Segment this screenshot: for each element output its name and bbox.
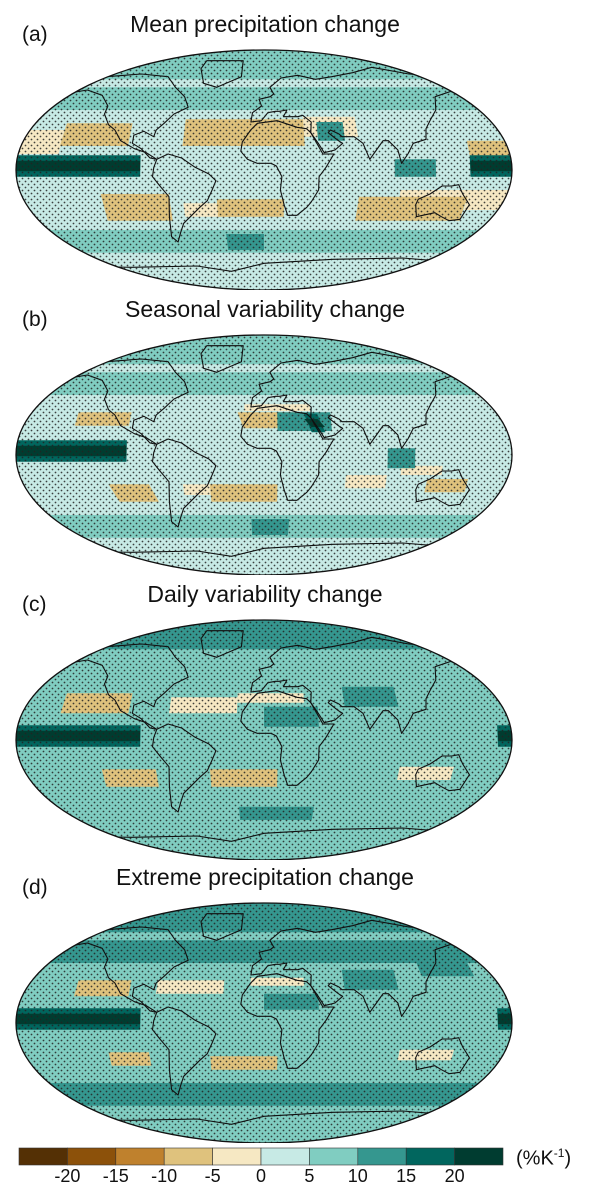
map-field: [16, 335, 512, 575]
panel-title: Mean precipitation change: [130, 11, 400, 37]
map-outline: [15, 619, 513, 860]
colorbar-tick-label: -5: [204, 1166, 221, 1186]
panel-letter: (d): [22, 876, 48, 899]
coastline: [415, 754, 470, 792]
colorbar-tick-label: 10: [347, 1166, 368, 1186]
colorbar-swatch: [357, 1147, 407, 1166]
coastline: [62, 542, 468, 575]
colorbar-tick-label: 20: [444, 1166, 465, 1186]
coastline: [240, 690, 335, 786]
colorbar-swatch: [18, 1147, 68, 1166]
world-map-c: [15, 619, 513, 860]
coastline: [240, 405, 335, 501]
coastline: [67, 643, 189, 730]
coastline: [67, 358, 189, 445]
map-outline: [15, 902, 513, 1143]
map-outline: [15, 334, 513, 575]
coastline: [200, 345, 244, 373]
coastline: [151, 723, 217, 813]
panel-title: Extreme precipitation change: [116, 864, 414, 890]
coastline: [250, 351, 478, 449]
coastline: [240, 120, 335, 216]
colorbar-tick-label: 5: [304, 1166, 315, 1186]
panel-title: Seasonal variability change: [124, 296, 405, 322]
colorbar-swatch: [163, 1147, 213, 1166]
world-map-b: [15, 334, 513, 575]
colorbar-swatch: [212, 1147, 262, 1166]
coastline: [62, 827, 468, 860]
coastline: [250, 919, 478, 1017]
panel-mean-precipitation: Mean precipitation change (a): [0, 0, 590, 290]
colorbar-tick-label: 15: [396, 1166, 417, 1186]
world-map-a: [15, 49, 513, 290]
coastline: [200, 60, 244, 88]
significance-stippling: [16, 903, 512, 1143]
significance-stippling: [16, 335, 512, 575]
map-field: [16, 620, 512, 860]
colorbar-swatch: [260, 1147, 310, 1166]
panel-seasonal-variability: Seasonal variability change (b): [0, 285, 590, 575]
coastline: [250, 636, 478, 734]
panel-letter: (c): [22, 593, 47, 616]
coastline: [250, 66, 478, 164]
coastline: [240, 973, 335, 1069]
colorbar-tick-label: -10: [151, 1166, 178, 1186]
colorbar-tick-label: -20: [54, 1166, 81, 1186]
significance-stippling: [16, 620, 512, 860]
coastline: [67, 926, 189, 1013]
coastline: [415, 469, 470, 507]
colorbar-swatch: [454, 1147, 504, 1166]
colorbar-legend: -20 -15 -10 -5 0 5 10 15 20 (%K-1): [0, 1140, 590, 1197]
panel-extreme-precipitation: Extreme precipitation change (d): [0, 853, 590, 1143]
colorbar-swatch: [67, 1147, 117, 1166]
colorbar-tick-label: 0: [255, 1166, 266, 1186]
coastline: [67, 73, 189, 160]
colorbar-swatch: [309, 1147, 359, 1166]
map-field: [16, 50, 512, 290]
colorbar-unit: (%K-1): [516, 1146, 572, 1170]
significance-stippling: [16, 50, 512, 290]
coastline: [415, 1037, 470, 1075]
colorbar-swatch: [115, 1147, 165, 1166]
coastline: [415, 184, 470, 222]
coastline: [151, 438, 217, 528]
panel-letter: (a): [22, 23, 48, 46]
coastline: [200, 913, 244, 941]
colorbar-tick-label: -15: [102, 1166, 129, 1186]
coastline: [151, 153, 217, 243]
panel-daily-variability: Daily variability change (c): [0, 570, 590, 860]
panel-letter: (b): [22, 308, 48, 331]
coastline: [151, 1006, 217, 1096]
coastline: [62, 1110, 468, 1143]
panel-title: Daily variability change: [147, 581, 383, 607]
map-outline: [15, 49, 513, 290]
colorbar-swatches: [18, 1147, 504, 1166]
colorbar-swatch: [405, 1147, 455, 1166]
world-map-d: [15, 902, 513, 1143]
coastline: [200, 630, 244, 658]
map-field: [16, 903, 512, 1143]
coastline: [62, 257, 468, 290]
